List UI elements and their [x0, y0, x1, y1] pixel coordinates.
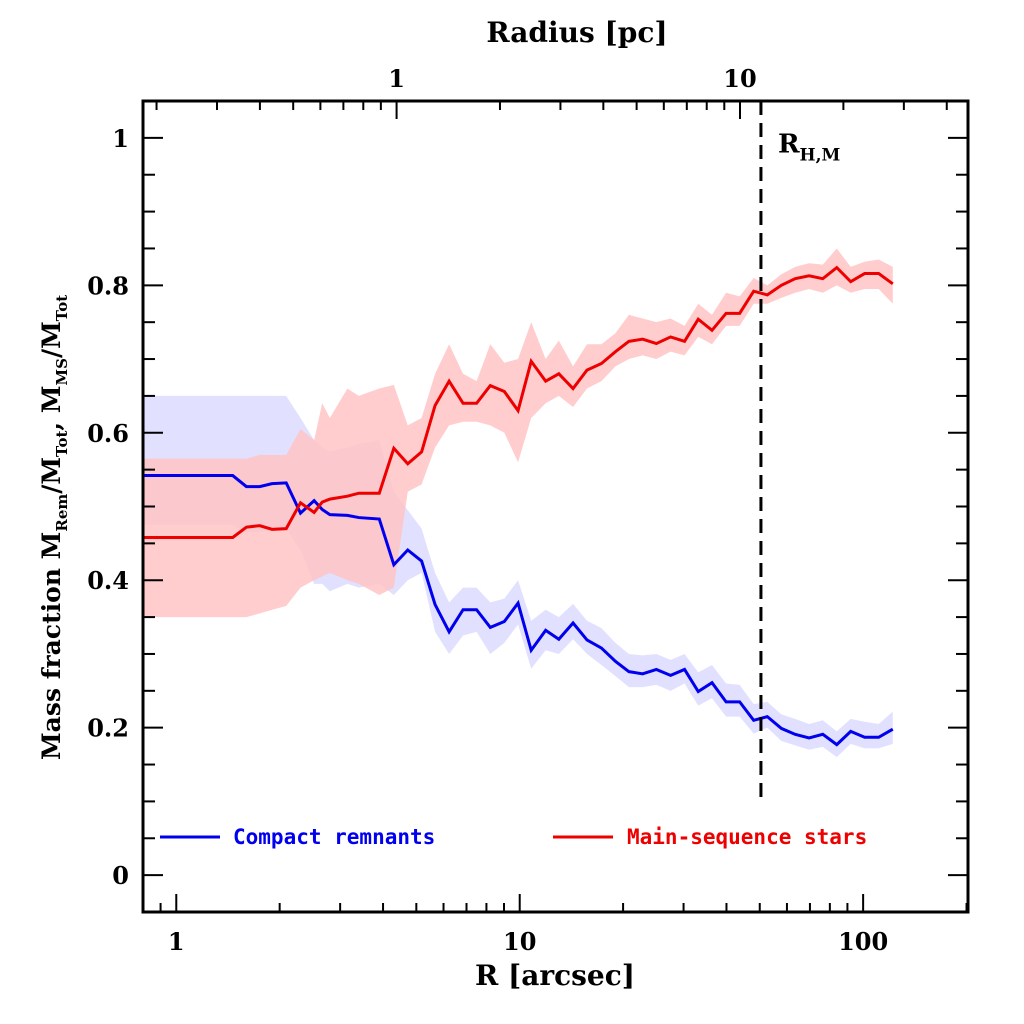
y-axis-title: Mass fraction MRem/MTot, MMS/MTot	[37, 295, 71, 760]
legend-label-compact-remnants: Compact remnants	[233, 825, 435, 849]
y-axis-title-part: /M	[37, 321, 66, 358]
y-tick-label: 1	[112, 124, 129, 153]
y-tick-label: 0.2	[87, 714, 129, 743]
error-band-main-sequence-stars	[143, 248, 893, 618]
series-lines	[143, 265, 894, 747]
y-axis-title-part: , M	[37, 385, 66, 430]
top-tick-label: 1	[388, 64, 405, 93]
x-tick-label: 10	[503, 927, 536, 956]
axis-ticks	[142, 100, 968, 913]
y-axis-title-subscript: Tot	[53, 295, 71, 321]
y-tick-label: 0.6	[87, 419, 129, 448]
top-axis-title: Radius [pc]	[486, 16, 667, 49]
error-bands	[143, 248, 893, 758]
y-axis-title-part: Mass fraction M	[37, 532, 66, 760]
y-axis-title-subscript: Tot	[53, 430, 71, 456]
x-tick-label: 100	[838, 927, 888, 956]
series-line-main-sequence-stars	[143, 265, 894, 539]
y-axis-title-subscript: MS	[53, 358, 71, 385]
y-tick-label: 0.4	[87, 566, 129, 595]
top-tick-label: 10	[723, 64, 756, 93]
y-tick-label: 0	[112, 861, 129, 890]
series-line-compact-remnants	[143, 474, 894, 747]
y-axis-title-part: /M	[37, 457, 66, 494]
y-axis-title-subscript: Rem	[53, 494, 71, 532]
legend: Compact remnants Main-sequence stars	[160, 825, 867, 849]
half-mass-radius-label: RH,M	[778, 130, 841, 166]
x-tick-label: 1	[168, 927, 185, 956]
x-axis-title: R [arcsec]	[475, 959, 635, 992]
y-tick-label: 0.8	[87, 271, 129, 300]
legend-label-main-sequence-stars: Main-sequence stars	[627, 825, 867, 849]
